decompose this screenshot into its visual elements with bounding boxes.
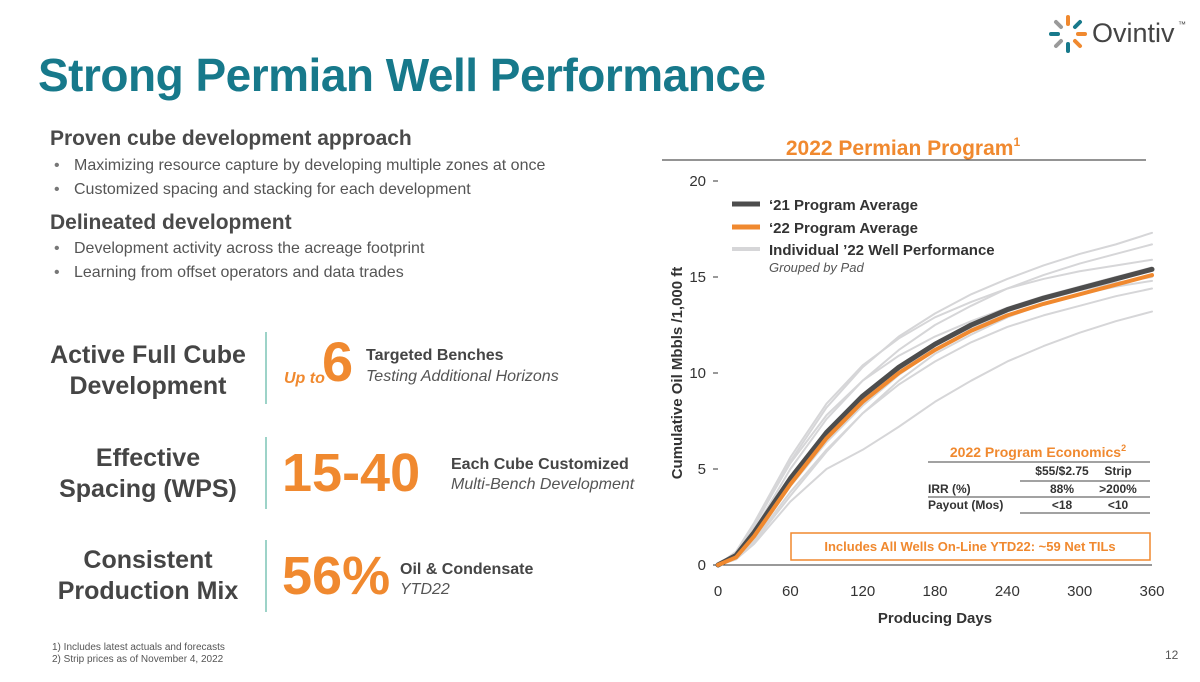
- kpi-desc-title: Targeted Benches: [366, 347, 504, 364]
- econ-cell: <10: [1108, 498, 1129, 512]
- econ-cell: <18: [1052, 498, 1073, 512]
- x-tick-label: 360: [1139, 583, 1164, 600]
- legend-label-21: ‘21 Program Average: [769, 197, 918, 214]
- legend-label-22: ‘22 Program Average: [769, 220, 918, 237]
- econ-row-label: Payout (Mos): [928, 498, 1003, 512]
- ovintiv-logo-icon: [1049, 15, 1087, 53]
- series-line-pad-i: [717, 266, 1153, 566]
- y-tick-label: 5: [698, 461, 706, 478]
- series-line-pad-d: [717, 276, 1153, 566]
- y-axis-label: Cumulative Oil Mbbls /1,000 ft: [669, 267, 686, 480]
- econ-col1-header: $55/$2.75: [1035, 464, 1089, 478]
- bullet-item: Maximizing resource capture by developin…: [54, 157, 545, 175]
- x-axis-label: Producing Days: [878, 610, 992, 627]
- kpi-desc-title: Oil & Condensate: [400, 561, 534, 578]
- logo-text: Ovintiv: [1092, 18, 1175, 48]
- footnote: 1) Includes latest actuals and forecasts: [52, 642, 225, 653]
- economics-title: 2022 Program Economics2: [950, 443, 1126, 460]
- divider: [265, 437, 267, 509]
- series-line-pad-c: [717, 258, 1153, 566]
- econ-cell: 88%: [1050, 482, 1074, 496]
- legend-label-individual: Individual ’22 Well Performance: [769, 242, 995, 259]
- x-tick-label: 120: [850, 583, 875, 600]
- x-tick-label: 300: [1067, 583, 1092, 600]
- series-line-pad-f: [717, 287, 1153, 566]
- kpi-desc-sub: Testing Additional Horizons: [366, 368, 559, 385]
- series-line--21-program-average: [715, 266, 1155, 568]
- wells-note-box: [790, 532, 1151, 561]
- divider: [265, 332, 267, 404]
- kpi-value-benches: 6: [322, 330, 354, 393]
- y-tick-label: 10: [689, 365, 706, 382]
- bullet-item: Development activity across the acreage …: [54, 240, 424, 258]
- kpi-label-mix: Consistent Production Mix: [57, 546, 239, 605]
- economics-bg: [925, 438, 1150, 516]
- bullet-item: Learning from offset operators and data …: [54, 264, 404, 282]
- section-heading-delineated: Delineated development: [50, 211, 292, 234]
- kpi-desc-sub: YTD22: [400, 581, 450, 598]
- kpi-value-mix: 56%: [282, 546, 391, 606]
- legend-sublabel: Grouped by Pad: [769, 260, 864, 275]
- x-tick-label: 0: [714, 583, 722, 600]
- bullet-item: Customized spacing and stacking for each…: [54, 181, 471, 199]
- footnote: 2) Strip prices as of November 4, 2022: [52, 654, 224, 665]
- logo-trademark: ™: [1178, 20, 1186, 29]
- page-title: Strong Permian Well Performance: [38, 49, 766, 101]
- series-line-pad-g: [717, 310, 1153, 566]
- chart-title: 2022 Permian Program1: [786, 135, 1021, 160]
- kpi-value-spacing: 15-40: [282, 443, 421, 503]
- econ-cell: >200%: [1099, 482, 1137, 496]
- y-tick-label: 20: [689, 173, 706, 190]
- page-number: 12: [1165, 648, 1179, 662]
- divider: [265, 540, 267, 612]
- y-tick-label: 15: [689, 269, 706, 286]
- x-tick-label: 180: [922, 583, 947, 600]
- series-line--22-program-average: [716, 273, 1154, 567]
- econ-row-label: IRR (%): [928, 482, 971, 496]
- x-tick-label: 240: [995, 583, 1020, 600]
- section-heading-proven: Proven cube development approach: [50, 127, 412, 150]
- kpi-label-spacing: Effective Spacing (WPS): [59, 444, 237, 503]
- kpi-prefix: Up to: [284, 370, 325, 387]
- wells-note: Includes All Wells On-Line YTD22: ~59 Ne…: [824, 539, 1115, 554]
- series-line-pad-e: [717, 279, 1153, 566]
- y-tick-label: 0: [698, 557, 706, 574]
- econ-col2-header: Strip: [1104, 464, 1131, 478]
- kpi-desc-title: Each Cube Customized: [451, 456, 629, 473]
- x-tick-label: 60: [782, 583, 799, 600]
- kpi-desc-sub: Multi-Bench Development: [451, 476, 635, 493]
- kpi-label-cube: Active Full Cube Development: [50, 341, 246, 400]
